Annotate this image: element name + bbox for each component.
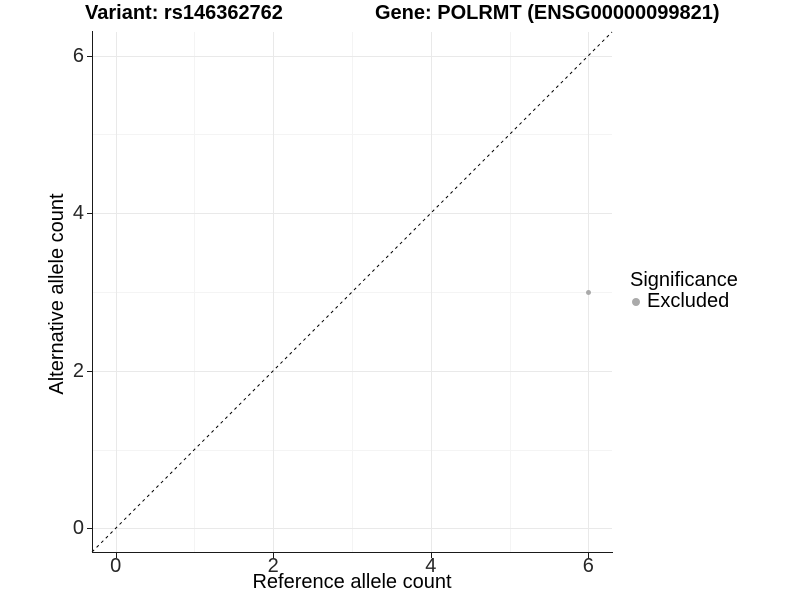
reference-line-layer	[91, 31, 613, 553]
y-tick-label: 6	[72, 44, 84, 67]
x-tick-label: 6	[582, 555, 594, 577]
data-point	[585, 289, 591, 295]
legend: Significance Excluded	[628, 270, 800, 312]
x-tick-label: 2	[267, 555, 279, 577]
gridline-major-x	[115, 32, 117, 552]
x-tick	[430, 553, 432, 558]
x-axis-title: Reference allele count	[252, 571, 452, 593]
gridline-minor-y	[92, 134, 612, 136]
y-tick	[87, 370, 92, 372]
identity-dashed-line	[91, 31, 613, 553]
y-tick-label: 0	[72, 517, 84, 540]
x-tick	[115, 553, 117, 558]
gridline-minor-y	[92, 449, 612, 451]
gridline-major-x	[273, 32, 275, 552]
gridline-major-y	[92, 55, 612, 57]
y-tick	[87, 528, 92, 530]
plot-title-gene: Gene: POLRMT (ENSG00000099821)	[375, 2, 720, 24]
y-axis-title: Alternative allele count	[46, 193, 68, 395]
x-tick-label: 4	[425, 555, 437, 577]
gridline-major-y	[92, 213, 612, 215]
y-axis-line	[92, 31, 93, 553]
gridline-major-x	[430, 32, 432, 552]
x-tick	[273, 553, 275, 558]
x-tick-label: 0	[110, 555, 122, 577]
gridline-major-y	[92, 370, 612, 372]
legend-item-label: Excluded	[647, 290, 730, 312]
x-tick	[588, 553, 590, 558]
legend-point-icon	[632, 297, 640, 306]
gridline-minor-y	[92, 292, 612, 293]
gridline-major-y	[92, 528, 612, 530]
y-tick	[87, 55, 92, 57]
y-tick-label: 4	[72, 202, 84, 225]
x-axis-line	[92, 552, 613, 553]
legend-items: Excluded	[628, 291, 800, 312]
y-tick	[87, 213, 92, 215]
legend-item: Excluded	[628, 291, 800, 312]
plot-title-variant: Variant: rs146362762	[85, 2, 283, 24]
plot-panel	[91, 31, 613, 553]
legend-title: Significance	[630, 269, 738, 291]
y-tick-label: 2	[72, 359, 84, 382]
